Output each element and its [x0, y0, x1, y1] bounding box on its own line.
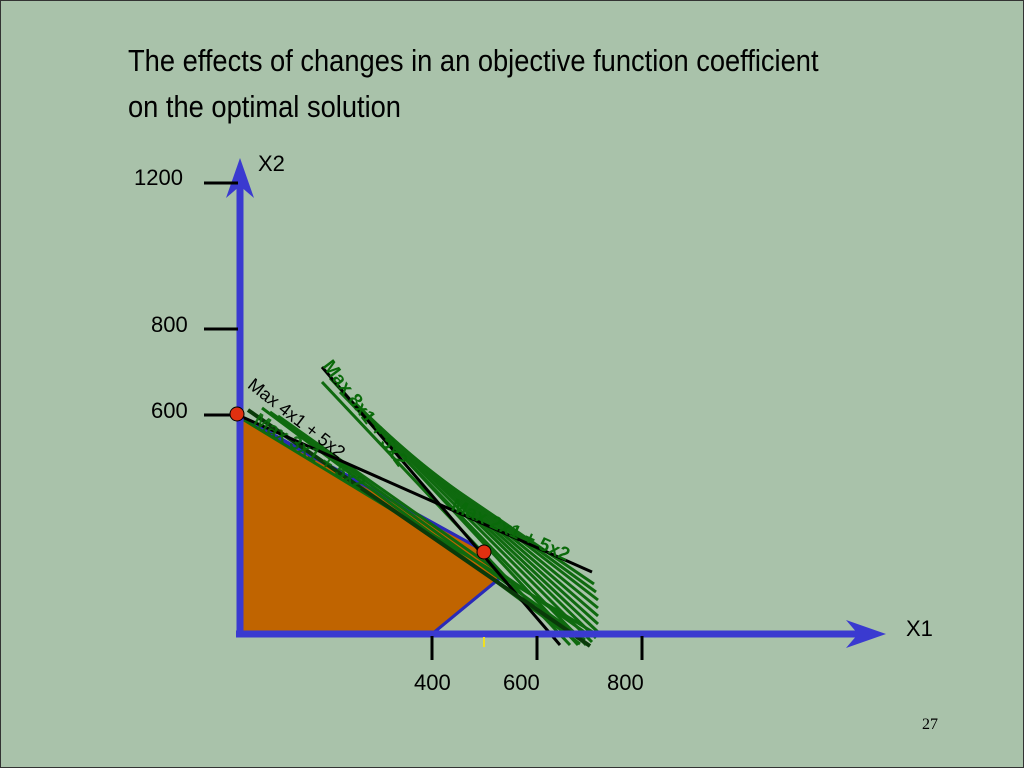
x-axis-arrow: [846, 620, 886, 648]
x-axis-label: X1: [906, 616, 933, 641]
slide-title: The effects of changes in an objective f…: [128, 38, 885, 130]
feasible-region: [238, 413, 502, 636]
y-axis-label: X2: [258, 151, 285, 176]
page-number: 27: [922, 716, 938, 733]
objective-line-4x1: [246, 408, 592, 648]
y-tick-label-1200: 1200: [134, 165, 183, 190]
title-line-1: The effects of changes in an objective f…: [128, 43, 819, 78]
optimal-point-upper: [229, 406, 245, 422]
constraint-boundary-3: [431, 576, 501, 636]
title-line-2: on the optimal solution: [128, 89, 401, 124]
optimal-point-lower: [476, 544, 492, 560]
x-tick-label-400: 400: [414, 670, 451, 695]
x-tick-label-800: 800: [607, 670, 644, 695]
y-tick-label-600: 600: [151, 398, 188, 423]
y-tick-label-800: 800: [151, 312, 188, 337]
y-axis-arrow: [226, 158, 254, 198]
x-tick-label-600: 600: [503, 670, 540, 695]
objective-line-2x1: [239, 414, 593, 574]
constraint-boundary-1: [237, 414, 485, 553]
